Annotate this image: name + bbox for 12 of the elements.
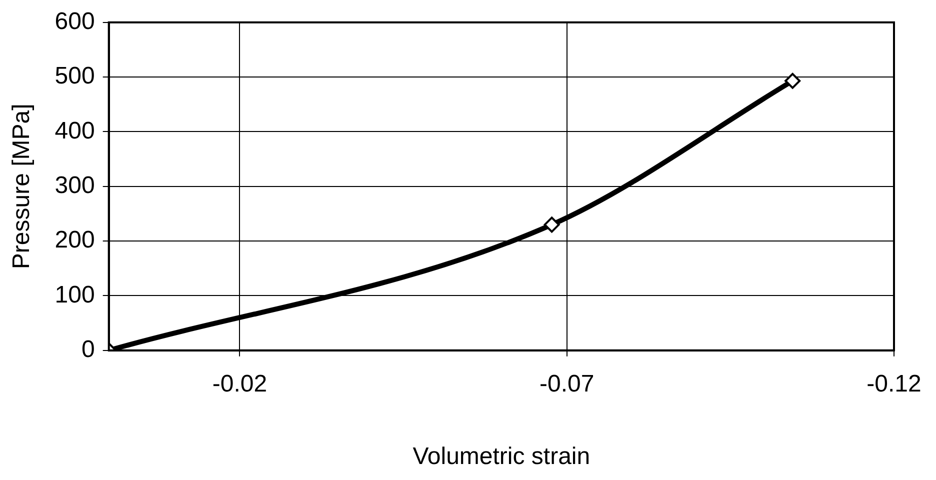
y-tick-label: 600 — [54, 8, 95, 36]
y-tick-label: 400 — [54, 117, 95, 144]
y-tick-label: 200 — [54, 226, 95, 254]
x-axis-title: Volumetric strain — [412, 443, 590, 470]
x-tick-label: -0.07 — [540, 370, 594, 398]
y-tick-label: 500 — [54, 62, 95, 90]
x-tick-label: -0.12 — [866, 370, 922, 398]
y-tick-label: 100 — [54, 281, 95, 308]
x-tick-label: -0.02 — [212, 370, 268, 398]
y-axis-title: Pressure [MPa] — [8, 104, 36, 270]
y-tick-label: 300 — [54, 172, 95, 200]
y-tick-label: 0 — [81, 336, 95, 364]
